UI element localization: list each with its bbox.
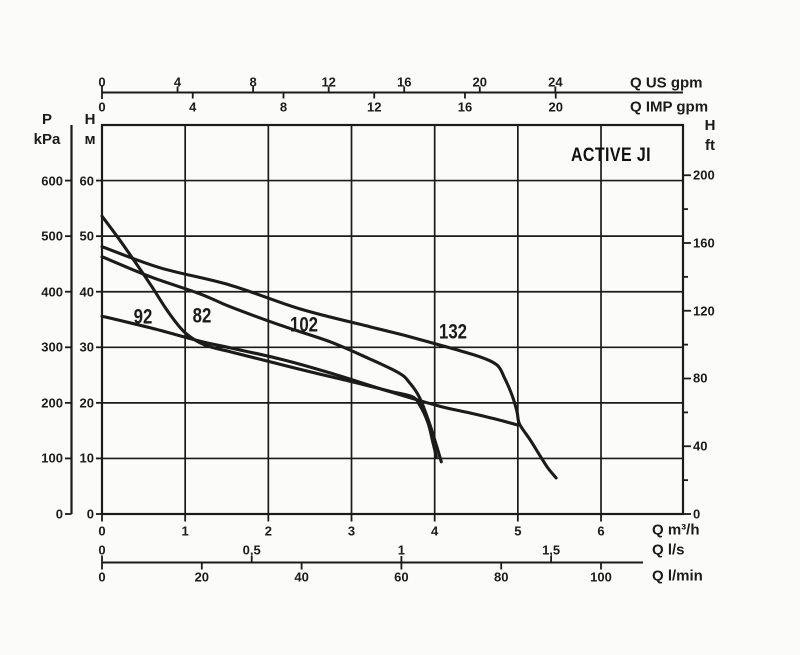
- chart-title: ACTIVE JI: [570, 145, 652, 166]
- head-meters-axis-header-symbol: H: [84, 111, 96, 128]
- m3h-axis: [101, 514, 602, 522]
- ls-axis-label: Q l/s: [652, 541, 685, 559]
- pressure-axis-header-symbol: P: [41, 111, 53, 128]
- pump-curve-92: [100, 314, 520, 427]
- pressure-axis-header-unit: kPa: [33, 131, 61, 148]
- kpa-axis: [65, 125, 73, 515]
- lmin-axis-label: Q l/min: [652, 567, 703, 585]
- pump-curve-82: [100, 214, 438, 459]
- top-gpm-axis: [101, 86, 683, 99]
- feet-axis: [683, 174, 691, 515]
- m3h-axis-label: Q m³/h: [652, 521, 700, 539]
- head-feet-axis-header-symbol: H: [704, 117, 716, 134]
- head-feet-axis-header-unit: ft: [705, 137, 715, 154]
- pressure-axis-header: P kPa: [34, 110, 61, 150]
- plot-grid: [100, 123, 685, 516]
- head-meters-axis-header: H м: [84, 110, 95, 150]
- us-gpm-axis-label: Q US gpm: [630, 74, 703, 92]
- meters-axis: [96, 179, 102, 515]
- head-feet-axis-header: H ft: [705, 116, 716, 156]
- ls-lmin-axis: [101, 555, 643, 570]
- pump-curve-102: [100, 255, 443, 464]
- head-meters-axis-header-unit: м: [84, 131, 96, 148]
- pump-curve-132: [100, 245, 558, 480]
- imp-gpm-axis-label: Q IMP gpm: [630, 98, 709, 116]
